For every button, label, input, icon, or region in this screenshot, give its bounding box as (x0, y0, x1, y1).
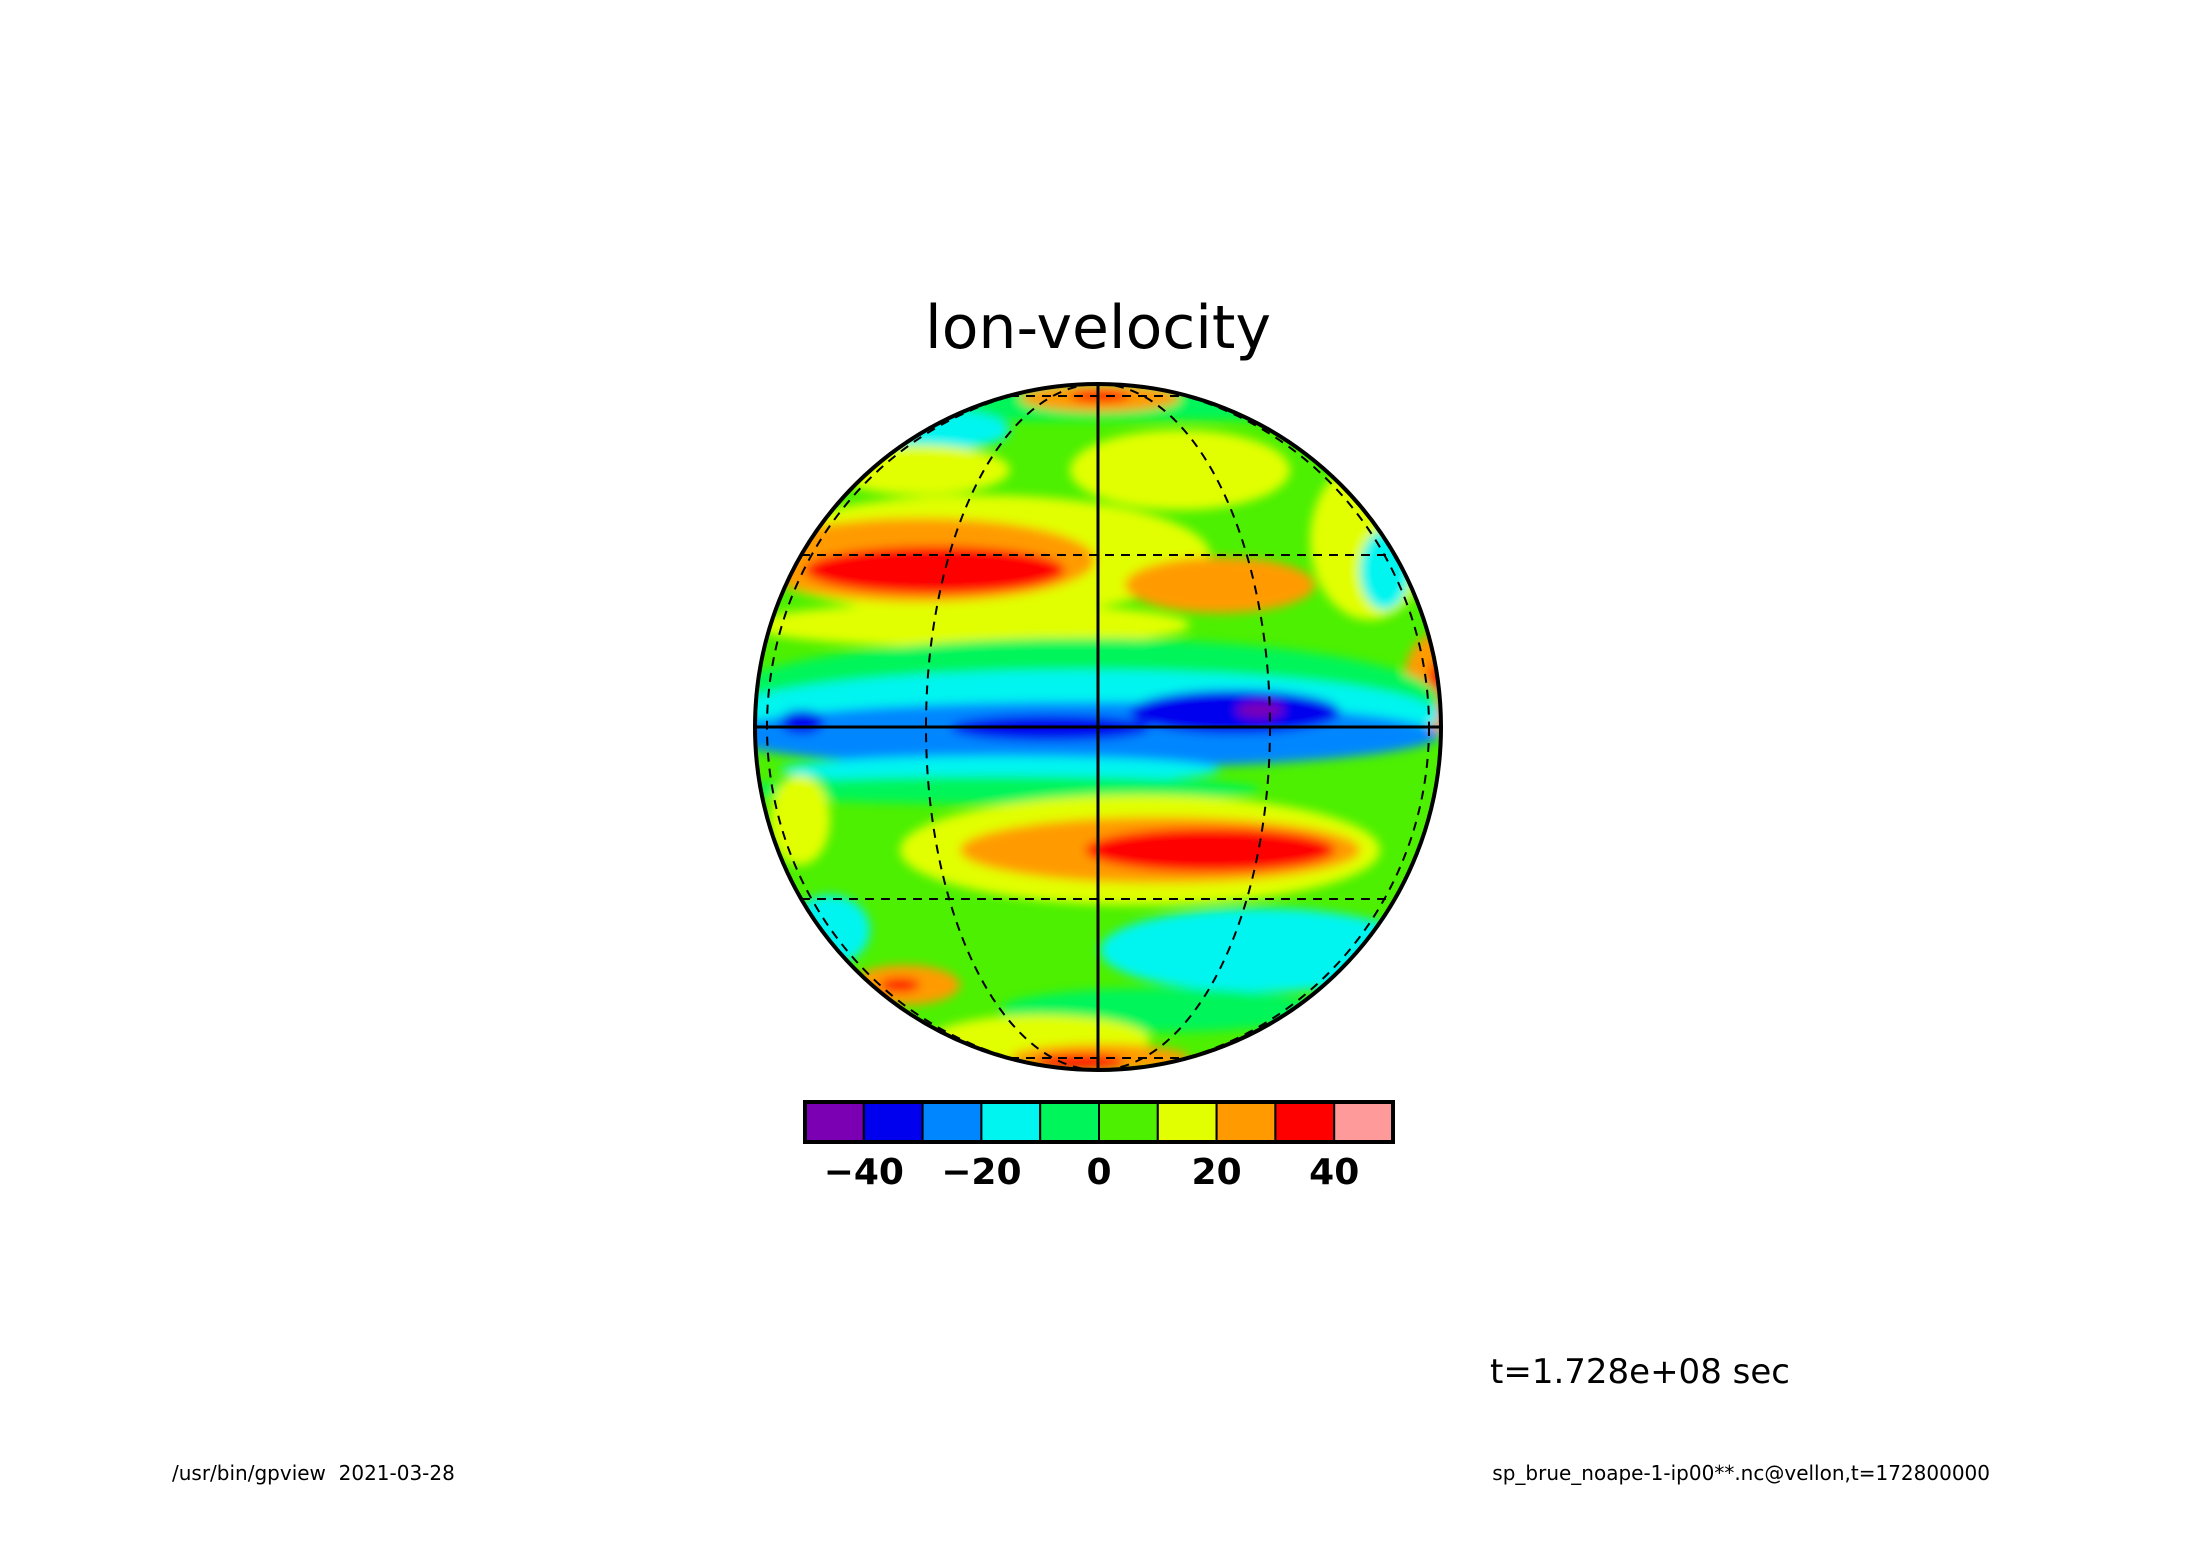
colorbar: −40 −20 0 20 40 (803, 1100, 1395, 1193)
field-sw-red (880, 978, 920, 992)
colorbar-swatch (1215, 1101, 1277, 1143)
field-sw-cyan (790, 895, 870, 965)
colorbar-swatch (1039, 1101, 1100, 1143)
colorbar-tick-label: 40 (1309, 1152, 1359, 1193)
field-n-yellow (1070, 430, 1290, 510)
field-nw-cyan (870, 410, 1010, 450)
colorbar-swatch (1274, 1101, 1336, 1143)
colorbar-swatch (1333, 1101, 1394, 1143)
field-eq-cyan-south (780, 756, 1220, 784)
colorbar-tick-label: −40 (824, 1152, 904, 1193)
field-n-orange-east (1125, 557, 1315, 613)
field-sw-yellow (770, 775, 830, 865)
field-s-jet-red (1085, 828, 1335, 872)
colorbar-swatch (1156, 1101, 1218, 1143)
field-eq-min (1236, 702, 1284, 718)
field-n-yellow-lower (755, 603, 1190, 647)
field-s-cyan (1100, 908, 1420, 992)
colorbar-swatch (804, 1101, 865, 1143)
field-eq-blue-edge (780, 710, 824, 734)
footer-left: /usr/bin/gpview 2021-03-28 (172, 1461, 455, 1485)
colorbar-swatch (921, 1101, 983, 1143)
colorbar-tick-label: 20 (1192, 1152, 1242, 1193)
chart-title: lon-velocity (925, 293, 1271, 363)
time-label: t=1.728e+08 sec (1490, 1352, 1790, 1392)
globe (753, 382, 1443, 1072)
field-north-pole-core (1070, 390, 1130, 402)
field-eq-blue-east (1130, 690, 1340, 734)
globe-outline (753, 382, 1443, 1072)
velocity-field (755, 384, 1441, 1070)
field-n-jet-red (805, 546, 1065, 594)
colorbar-frame (803, 1100, 1395, 1144)
colorbar-swatch (1098, 1101, 1159, 1143)
footer-right: sp_brue_noape-1-ip00**.nc@vellon,t=17280… (1492, 1461, 1990, 1485)
colorbar-swatch (862, 1101, 924, 1143)
colorbar-tick-label: 0 (1086, 1152, 1111, 1193)
colorbar-tick-label: −20 (941, 1152, 1021, 1193)
colorbar-swatch (980, 1101, 1042, 1143)
